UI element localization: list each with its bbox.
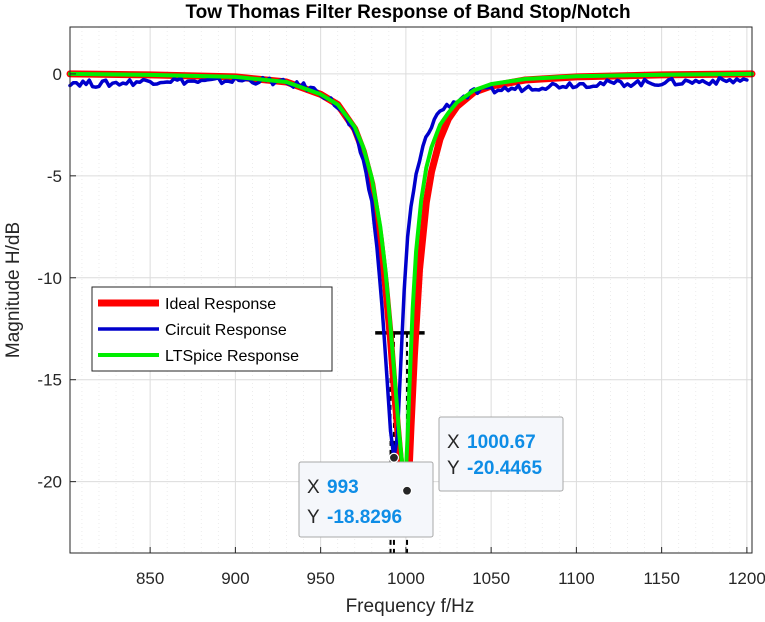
datatip-y-value: -20.4465 (467, 458, 542, 479)
datatip-x-key: X (447, 432, 460, 453)
datatip-x-value: 1000.67 (467, 432, 536, 453)
x-tick-label: 950 (306, 569, 334, 588)
datatip-x-key: X (307, 477, 320, 498)
y-tick-label: -5 (47, 167, 62, 186)
y-axis-ticks: 0 -5 -10 -15 -20 (37, 65, 76, 492)
x-tick-label: 1000 (387, 569, 425, 588)
x-axis-label: Frequency f/Hz (346, 596, 475, 617)
datatip-ideal-min[interactable]: X 1000.67 Y -20.4465 (438, 416, 564, 492)
y-tick-label: 0 (53, 65, 62, 84)
x-tick-label: 850 (136, 569, 164, 588)
x-tick-label: 1100 (558, 569, 595, 588)
legend: Ideal Response Circuit Response LTSpice … (91, 286, 333, 372)
series-line-circuit-response (68, 75, 749, 460)
y-axis-label: Magnitude H/dB (3, 222, 24, 358)
datatip-y-value: -18.8296 (327, 507, 402, 528)
x-tick-label: 900 (221, 569, 249, 588)
y-tick-label: -20 (37, 473, 62, 492)
y-tick-label: -10 (37, 269, 62, 288)
legend-label-ideal: Ideal Response (165, 296, 276, 313)
datatip-box (438, 416, 564, 492)
x-axis-ticks: 850 900 950 1000 1050 1100 1150 1200 (136, 547, 765, 588)
legend-label-circuit: Circuit Response (165, 322, 287, 339)
datatip-point (401, 485, 413, 496)
legend-label-ltspice: LTSpice Response (165, 348, 299, 365)
datatip-box (298, 461, 434, 538)
x-tick-label: 1050 (472, 569, 510, 588)
x-tick-label: 1150 (643, 569, 680, 588)
y-tick-label: -15 (37, 371, 62, 390)
datatip-y-key: Y (307, 507, 320, 528)
x-tick-label: 1200 (728, 569, 765, 588)
datatip-point (388, 452, 400, 463)
datatip-y-key: Y (447, 458, 460, 479)
datatip-circuit-min[interactable]: X 993 Y -18.8296 (298, 461, 434, 538)
datatip-markers (388, 452, 413, 496)
plot-frame (69, 26, 753, 554)
chart-title: Tow Thomas Filter Response of Band Stop/… (185, 2, 630, 23)
datatip-x-value: 993 (327, 477, 359, 498)
